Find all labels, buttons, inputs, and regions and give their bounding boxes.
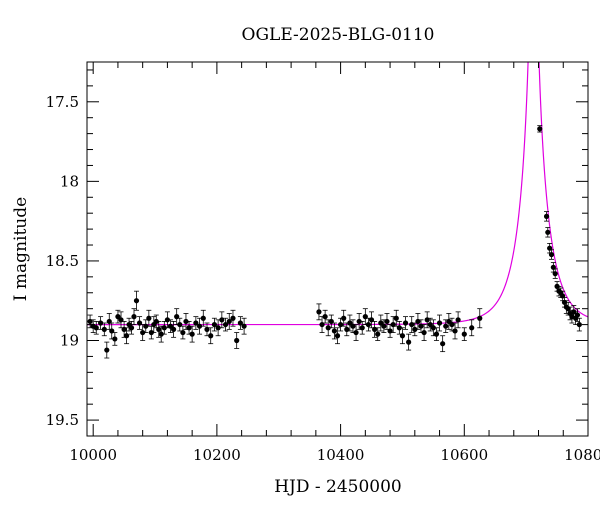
data-point xyxy=(196,317,203,335)
data-point xyxy=(319,316,325,333)
x-tick-label: 10800 xyxy=(564,446,600,464)
data-point xyxy=(177,317,183,332)
data-point xyxy=(161,321,167,335)
data-point xyxy=(128,321,135,335)
data-point xyxy=(334,327,341,345)
data-point xyxy=(378,314,384,332)
model-curve xyxy=(87,62,588,326)
plot-frame xyxy=(86,61,589,437)
chart-title: OGLE-2025-BLG-0110 xyxy=(242,25,435,45)
y-tick-label: 17.5 xyxy=(46,93,79,111)
data-point xyxy=(106,313,112,330)
data-point xyxy=(158,325,164,343)
data-point xyxy=(208,327,214,345)
data-point xyxy=(341,309,347,327)
data-point xyxy=(359,321,365,335)
data-point xyxy=(316,303,322,321)
data-point xyxy=(543,211,550,222)
data-point xyxy=(440,335,446,353)
data-point xyxy=(384,313,390,330)
x-tick-label: 10000 xyxy=(69,446,117,464)
data-point xyxy=(455,311,461,329)
data-point xyxy=(331,322,338,340)
data-point xyxy=(552,268,558,279)
data-point xyxy=(174,308,180,325)
data-point xyxy=(399,327,406,345)
data-point xyxy=(193,316,199,330)
data-point xyxy=(402,316,409,330)
y-tick-label: 18 xyxy=(60,172,79,190)
data-point xyxy=(362,308,368,325)
data-point xyxy=(452,322,458,340)
tick-labels-layer: 10000 10200 10400 10600 10800 17.5 18 18.5 19 19.… xyxy=(46,93,600,464)
data-point xyxy=(443,319,449,333)
x-tick-label: 10600 xyxy=(440,446,488,464)
data-point xyxy=(353,324,359,341)
y-tick-label: 19 xyxy=(60,332,79,350)
data-point xyxy=(146,309,152,327)
data-point xyxy=(211,317,218,332)
data-point xyxy=(406,333,412,351)
data-point xyxy=(104,341,110,359)
data-point xyxy=(123,327,130,345)
x-tick-label: 10200 xyxy=(193,446,241,464)
y-tick-label: 18.5 xyxy=(46,252,79,270)
data-point xyxy=(93,321,99,335)
data-point xyxy=(375,327,381,341)
data-point xyxy=(446,313,452,330)
data-point xyxy=(164,311,171,329)
data-point xyxy=(461,327,467,341)
data-point xyxy=(200,309,206,327)
x-axis-label: HJD - 2450000 xyxy=(274,477,402,497)
data-point xyxy=(133,290,140,311)
data-point xyxy=(365,317,372,332)
data-point xyxy=(548,249,555,260)
y-tick-label: 19.5 xyxy=(46,411,79,429)
data-point xyxy=(101,322,107,337)
data-points-layer xyxy=(87,125,582,359)
data-point xyxy=(112,332,118,346)
data-point xyxy=(109,322,115,340)
data-point xyxy=(325,319,331,337)
data-point xyxy=(469,319,475,337)
data-point xyxy=(356,313,362,330)
data-point xyxy=(118,311,124,329)
data-point xyxy=(424,311,430,329)
data-point xyxy=(234,332,240,349)
data-point xyxy=(421,324,427,341)
data-point xyxy=(393,309,399,327)
data-point xyxy=(131,308,137,325)
data-point xyxy=(344,322,350,337)
data-point xyxy=(226,313,232,330)
x-tick-label: 10400 xyxy=(317,446,365,464)
data-point xyxy=(347,314,353,332)
data-point xyxy=(322,309,328,324)
y-axis-label: I magnitude xyxy=(11,197,31,301)
data-point xyxy=(433,327,440,341)
data-point xyxy=(230,309,236,327)
data-point xyxy=(98,316,104,330)
data-point xyxy=(545,227,551,238)
axis-ticks-layer xyxy=(87,62,589,437)
data-point xyxy=(189,325,195,343)
data-point xyxy=(222,317,229,332)
data-point xyxy=(237,316,243,330)
data-point xyxy=(136,316,143,330)
plot-area xyxy=(86,61,589,437)
data-point xyxy=(241,317,247,335)
data-point xyxy=(436,314,443,332)
data-point xyxy=(170,321,177,338)
data-point xyxy=(477,308,483,329)
data-point xyxy=(537,125,543,133)
data-point xyxy=(180,325,186,340)
model-curve-layer xyxy=(87,62,588,326)
data-point xyxy=(576,317,582,332)
